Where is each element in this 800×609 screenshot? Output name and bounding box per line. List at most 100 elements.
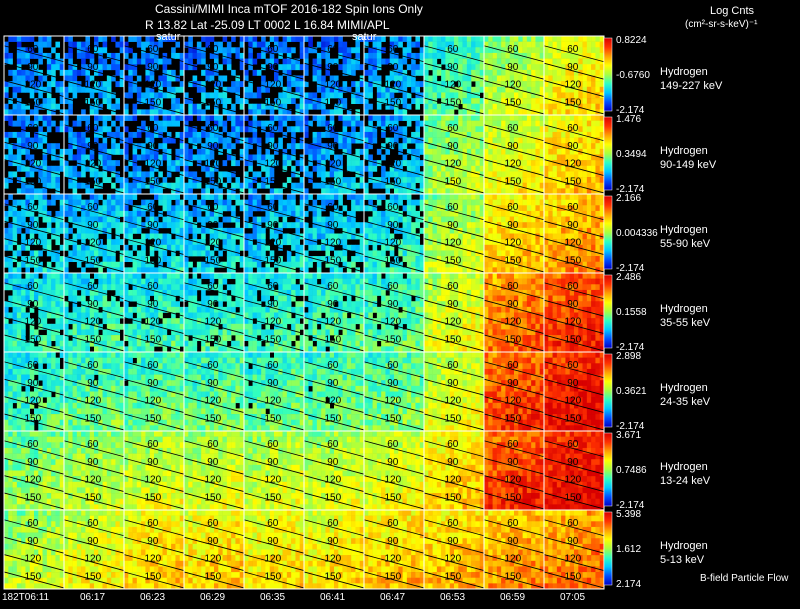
image-pixel	[402, 131, 408, 138]
image-pixel	[231, 171, 236, 178]
image-pixel	[492, 69, 498, 76]
image-pixel	[595, 58, 601, 65]
image-pixel	[484, 233, 489, 240]
image-pixel	[8, 148, 13, 155]
contour-line	[303, 45, 365, 63]
image-pixel	[479, 115, 485, 121]
image-pixel	[599, 188, 605, 195]
image-pixel	[94, 98, 99, 105]
image-pixel	[535, 210, 541, 217]
image-pixel	[595, 148, 601, 155]
image-pixel	[462, 92, 468, 99]
image-pixel	[94, 64, 99, 71]
contour-line	[423, 220, 485, 238]
contour-line	[243, 159, 305, 176]
image-pixel	[565, 103, 571, 110]
image-pixel	[411, 137, 416, 144]
image-pixel	[89, 199, 95, 206]
image-pixel	[115, 216, 121, 223]
image-pixel	[102, 115, 108, 121]
image-pixel	[76, 205, 82, 212]
image-pixel	[462, 261, 468, 268]
image-pixel	[321, 86, 326, 93]
image-pixel	[445, 165, 451, 172]
image-pixel	[565, 227, 571, 234]
image-pixel	[556, 148, 562, 155]
image-pixel	[171, 137, 176, 144]
image-pixel	[574, 250, 579, 257]
image-pixel	[16, 261, 22, 268]
image-pixel	[21, 205, 26, 212]
image-pixel	[72, 92, 78, 99]
image-pixel	[441, 256, 446, 263]
image-pixel	[312, 115, 318, 121]
image-pixel	[376, 216, 382, 223]
image-pixel	[424, 137, 429, 144]
image-pixel	[488, 244, 493, 251]
image-pixel	[102, 244, 108, 251]
image-pixel	[132, 261, 138, 268]
image-pixel	[342, 148, 348, 155]
image-pixel	[531, 47, 536, 54]
image-pixel	[235, 216, 241, 223]
image-pixel	[381, 194, 386, 200]
image-pixel	[188, 64, 193, 71]
image-pixel	[509, 165, 515, 172]
image-pixel	[351, 165, 356, 172]
image-pixel	[471, 41, 476, 48]
image-pixel	[12, 306, 18, 313]
image-pixel	[368, 92, 373, 99]
image-pixel	[106, 233, 112, 240]
image-pixel	[582, 109, 588, 116]
image-pixel	[51, 182, 56, 189]
image-pixel	[415, 64, 421, 71]
image-pixel	[85, 143, 91, 150]
image-pixel	[209, 154, 215, 161]
image-pixel	[166, 244, 172, 251]
image-pixel	[102, 256, 108, 263]
image-pixel	[496, 267, 502, 274]
image-pixel	[466, 103, 472, 110]
image-pixel	[89, 58, 95, 65]
image-pixel	[8, 295, 13, 302]
image-pixel	[94, 205, 99, 212]
contour-line	[123, 203, 185, 221]
image-pixel	[509, 210, 515, 217]
image-pixel	[291, 199, 296, 206]
image-pixel	[522, 64, 528, 71]
image-pixel	[218, 205, 223, 212]
image-pixel	[449, 267, 455, 274]
image-pixel	[458, 47, 463, 54]
image-pixel	[291, 47, 296, 54]
image-pixel	[81, 244, 86, 251]
image-pixel	[261, 227, 266, 234]
image-pixel	[578, 137, 583, 144]
image-pixel	[286, 177, 292, 184]
contour-line	[363, 45, 425, 63]
image-pixel	[16, 318, 22, 325]
image-pixel	[38, 278, 43, 285]
image-pixel	[514, 64, 519, 71]
image-pixel	[488, 98, 493, 105]
contour-line	[123, 141, 185, 159]
image-pixel	[531, 98, 536, 105]
image-pixel	[291, 194, 296, 200]
image-pixel	[458, 165, 463, 172]
image-pixel	[342, 41, 348, 48]
image-pixel	[149, 177, 155, 184]
image-pixel	[548, 52, 553, 59]
image-pixel	[432, 194, 438, 200]
image-pixel	[184, 205, 189, 212]
image-pixel	[355, 64, 361, 71]
image-pixel	[574, 47, 579, 54]
image-pixel	[561, 75, 566, 82]
image-pixel	[106, 154, 112, 161]
image-pixel	[578, 47, 583, 54]
image-pixel	[466, 47, 472, 54]
image-pixel	[526, 36, 532, 42]
image-pixel	[98, 261, 103, 268]
image-pixel	[235, 52, 241, 59]
image-pixel	[599, 98, 605, 105]
image-pixel	[548, 120, 553, 127]
